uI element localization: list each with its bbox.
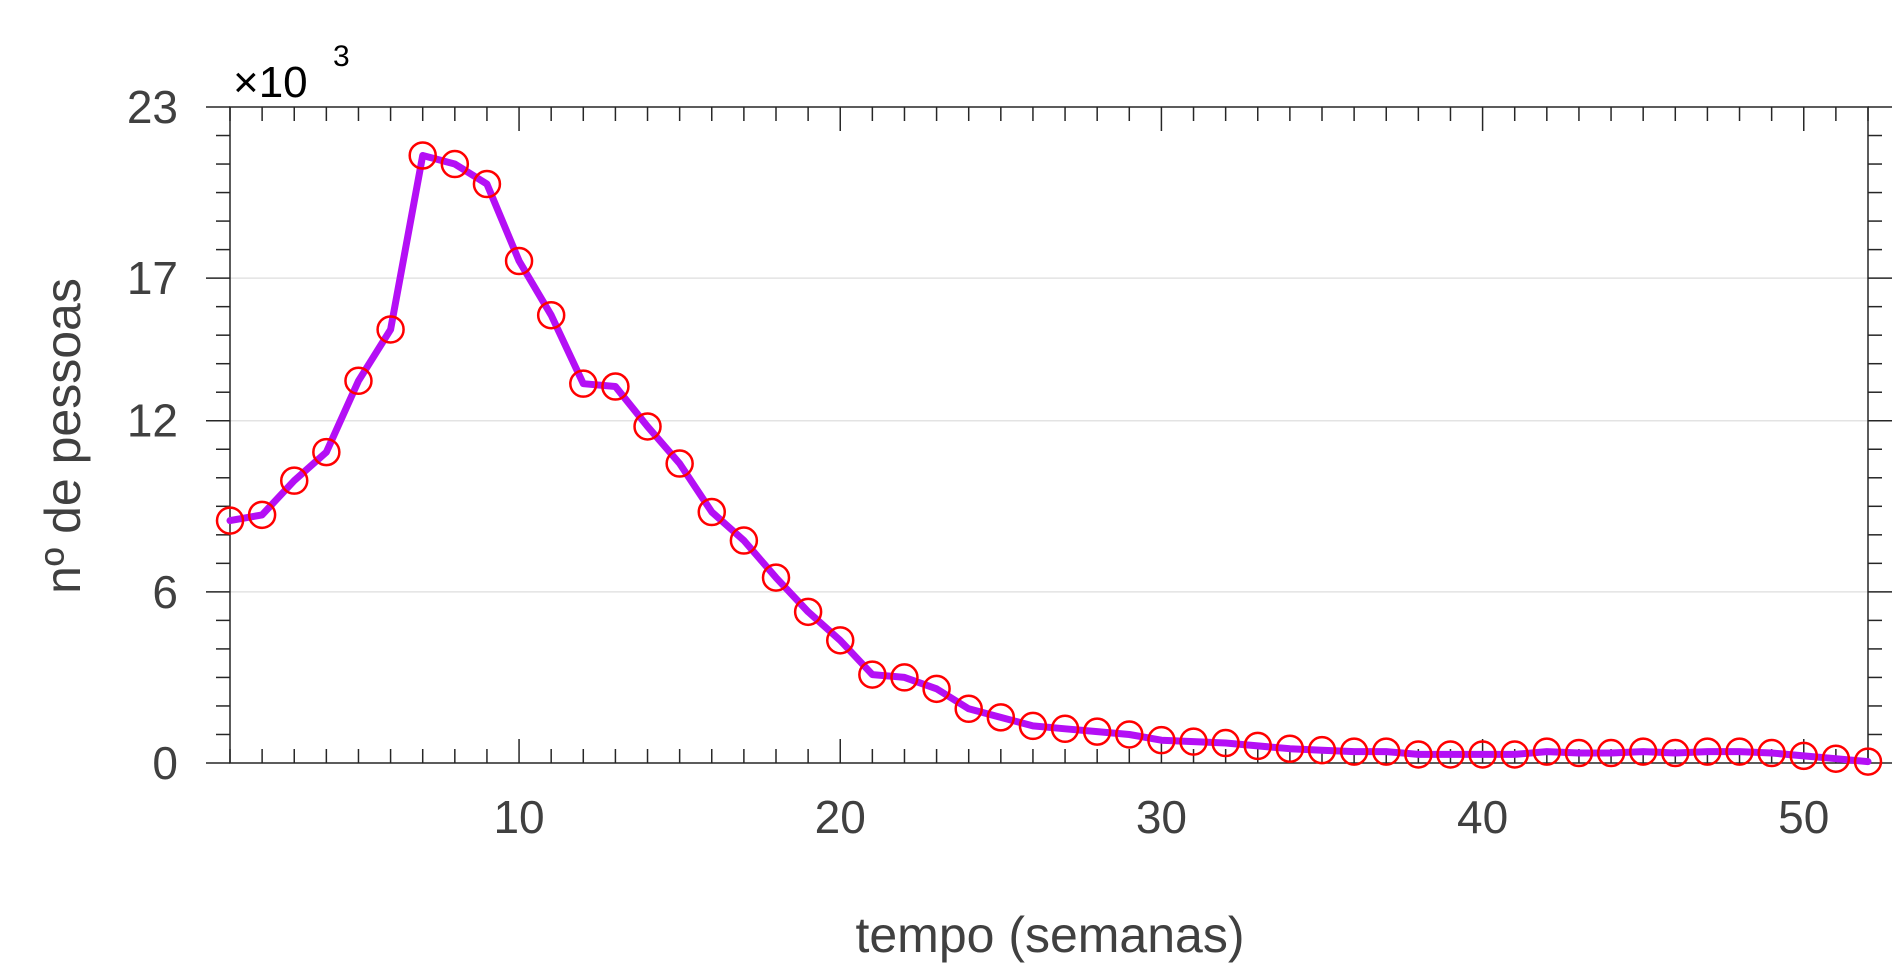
- data-point: [1275, 734, 1305, 763]
- axes-layer: 10 20 30 40 50 0 6 12 17 23: [127, 81, 1892, 843]
- data-point: [504, 246, 534, 276]
- data-point: [1628, 737, 1658, 766]
- data-point: [729, 526, 759, 555]
- data-point: [1115, 720, 1144, 749]
- data-point: [1661, 738, 1690, 768]
- data-point: [697, 497, 727, 527]
- data-point: [279, 466, 309, 495]
- multiplier-base: ×10: [233, 58, 308, 107]
- labels-layer: tempo (semanas) nº de pessoas ×10 3: [35, 40, 1245, 963]
- y-tick-label: 6: [152, 566, 178, 618]
- data-point: [954, 694, 983, 724]
- y-tick-label: 0: [152, 737, 178, 789]
- data-point: [1307, 735, 1337, 765]
- series-line: [226, 152, 1872, 766]
- x-tick-label: 20: [815, 791, 866, 843]
- data-point: [1693, 737, 1722, 766]
- data-point: [1500, 740, 1529, 769]
- data-point: [376, 315, 405, 344]
- x-axis-label: tempo (semanas): [855, 907, 1244, 963]
- data-point: [344, 366, 373, 396]
- data-point: [1371, 737, 1401, 766]
- data-point: [247, 500, 277, 530]
- data-point: [922, 674, 951, 704]
- data-point: [1147, 725, 1176, 755]
- y-tick-label: 12: [127, 395, 178, 447]
- data-point: [633, 412, 662, 441]
- data-point: [1018, 711, 1048, 741]
- data-point: [312, 437, 341, 467]
- data-point: [1243, 731, 1273, 761]
- data-point: [1757, 738, 1786, 768]
- multiplier-exponent: 3: [333, 40, 350, 73]
- data-point: [761, 563, 791, 592]
- data-point: [1725, 737, 1754, 766]
- data-point: [1436, 740, 1465, 769]
- x-tick-label: 30: [1136, 791, 1187, 843]
- data-point: [1821, 744, 1851, 773]
- data-point: [1468, 740, 1497, 769]
- data-point: [1532, 737, 1562, 766]
- data-point: [1211, 728, 1240, 758]
- series-layer: [215, 141, 1883, 776]
- data-point: [793, 597, 823, 627]
- data-point: [1789, 741, 1819, 771]
- data-point: [890, 663, 919, 692]
- data-point: [1596, 738, 1626, 768]
- y-tick-label: 17: [127, 252, 178, 304]
- plot-box: [229, 106, 1869, 764]
- data-point: [1853, 747, 1883, 776]
- data-point: [472, 169, 502, 199]
- data-point: [1179, 727, 1208, 756]
- data-point: [440, 149, 470, 179]
- grid-layer: [230, 277, 1868, 593]
- data-point: [1564, 738, 1594, 768]
- data-point: [665, 449, 694, 478]
- data-point: [601, 372, 630, 401]
- data-point: [536, 300, 566, 330]
- data-point: [1050, 714, 1080, 744]
- data-point: [858, 660, 887, 689]
- data-point: [408, 141, 437, 170]
- data-point: [825, 626, 855, 655]
- data-point: [1082, 717, 1112, 746]
- x-tick-label: 10: [493, 791, 544, 843]
- y-multiplier-label: ×10 3: [233, 40, 350, 107]
- y-tick-label: 23: [127, 81, 178, 133]
- y-axis-label: nº de pessoas: [35, 278, 91, 594]
- x-tick-label: 50: [1778, 791, 1829, 843]
- data-point: [986, 703, 1016, 732]
- data-point: [569, 369, 598, 398]
- x-tick-label: 40: [1457, 791, 1508, 843]
- data-point: [1339, 737, 1369, 766]
- data-point: [1404, 740, 1433, 769]
- data-point: [215, 506, 245, 535]
